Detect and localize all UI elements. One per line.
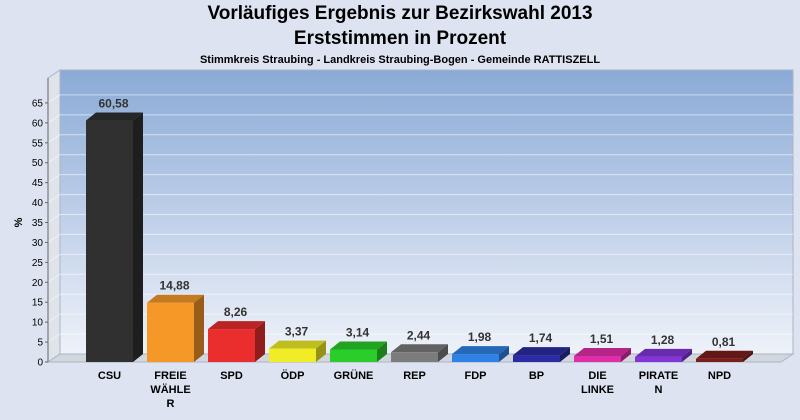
bars: 60,58 14,88 8,26 3,37 3,14 2,44 1,98 1,74 1,51 1,…	[86, 97, 753, 362]
bar	[330, 341, 387, 362]
bar	[147, 294, 204, 362]
x-tick-label: FREIE WÄHLE R	[150, 370, 190, 410]
bar	[86, 112, 143, 362]
x-tick-label: GRÜNE	[334, 369, 374, 382]
x-tick-label: FDP	[465, 370, 487, 382]
data-label: 0,81	[712, 335, 736, 349]
gridline	[47, 233, 793, 243]
bar	[208, 321, 265, 362]
y-tick-label: 10	[32, 318, 44, 329]
data-label: 1,51	[590, 332, 614, 346]
x-tick-label: SPD	[220, 370, 243, 382]
y-tick-label: 30	[32, 238, 44, 249]
y-tick-label: 5	[37, 338, 43, 349]
x-tick-label: REP	[403, 370, 426, 382]
data-label: 3,37	[285, 325, 309, 339]
y-tick-label: 55	[32, 138, 44, 149]
gridline	[47, 94, 793, 104]
y-axis: 0 5 10 15 20 25 30 35 40 45 50 55 60 65	[32, 78, 49, 369]
bar	[391, 344, 448, 362]
y-tick-label: 65	[32, 98, 44, 109]
gridline	[47, 134, 793, 144]
y-tick-label: 45	[32, 178, 44, 189]
chart-title: Vorläufiges Ergebnis zur Bezirkswahl 201…	[207, 3, 593, 24]
gridline	[47, 253, 793, 263]
x-tick-label: PIRATE N	[639, 370, 679, 396]
y-tick-label: 25	[32, 258, 44, 269]
bar	[574, 347, 631, 362]
bar	[513, 347, 570, 362]
gridline	[47, 293, 793, 303]
x-tick-label: NPD	[708, 370, 731, 382]
bar	[635, 348, 692, 362]
data-label: 60,58	[98, 97, 128, 111]
data-label: 3,14	[346, 325, 370, 339]
y-tick-label: 35	[32, 218, 44, 229]
data-label: 2,44	[407, 328, 431, 342]
gridline	[47, 194, 793, 203]
y-tick-label: 50	[32, 158, 44, 169]
bar	[696, 350, 753, 362]
bar	[452, 346, 509, 362]
gridline	[47, 313, 793, 323]
y-tick-label: 20	[32, 278, 44, 289]
x-tick-label: DIE LINKE	[581, 370, 614, 396]
gridline	[47, 214, 793, 223]
data-label: 1,98	[468, 330, 492, 344]
gridline	[47, 114, 793, 124]
data-label: 1,28	[651, 333, 675, 347]
gridline	[47, 174, 793, 184]
chart-caption: Stimmkreis Straubing - Landkreis Straubi…	[199, 54, 601, 66]
data-label: 8,26	[224, 305, 248, 319]
data-label: 14,88	[159, 279, 189, 293]
gridline	[47, 333, 793, 343]
y-tick-label: 15	[32, 298, 44, 309]
x-tick-label: ÖDP	[281, 369, 305, 382]
chart-subtitle: Erststimmen in Prozent	[293, 28, 507, 49]
data-label: 1,74	[529, 331, 553, 345]
bar	[269, 340, 326, 362]
y-tick-label: 0	[37, 358, 43, 369]
y-tick-label: 60	[32, 118, 44, 129]
y-axis-label: %	[13, 217, 25, 227]
x-tick-label: BP	[529, 370, 544, 382]
x-tick-label: CSU	[98, 370, 121, 382]
y-tick-label: 40	[32, 198, 44, 209]
gridline	[47, 154, 793, 164]
x-axis: CSU FREIE WÄHLE R SPD ÖDP GRÜNE REP FDP BP DIE LINK…	[98, 369, 731, 410]
gridline	[47, 273, 793, 283]
gridlines	[47, 94, 793, 343]
